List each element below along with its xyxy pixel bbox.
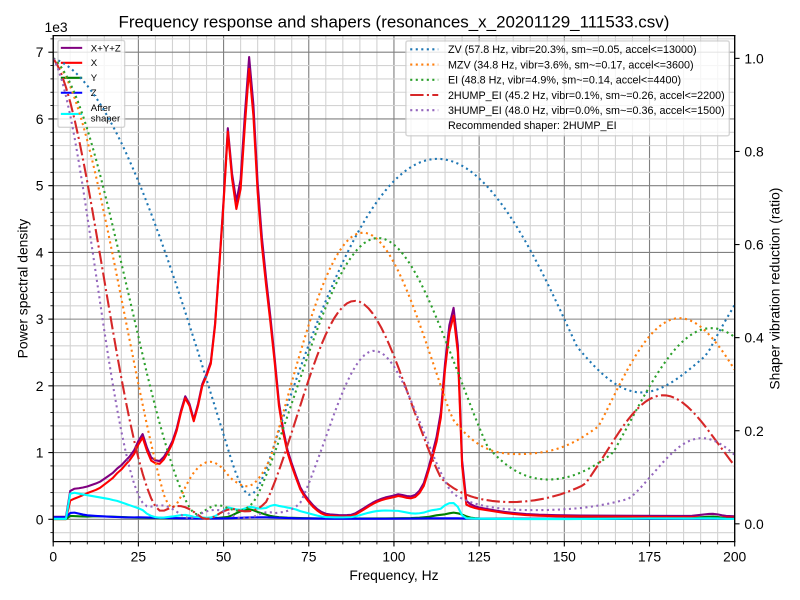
svg-text:2HUMP_EI (45.2 Hz, vibr=0.1%,: 2HUMP_EI (45.2 Hz, vibr=0.1%, sm~=0.26, … [448,90,725,102]
svg-text:1: 1 [36,445,44,461]
svg-text:X+Y+Z: X+Y+Z [91,43,121,54]
svg-text:Frequency, Hz: Frequency, Hz [349,567,438,583]
svg-text:175: 175 [638,548,661,564]
svg-text:Power spectral density: Power spectral density [14,219,30,359]
svg-text:2: 2 [36,378,44,394]
svg-text:Frequency response and shapers: Frequency response and shapers (resonanc… [119,12,670,31]
svg-text:50: 50 [216,548,232,564]
svg-text:5: 5 [36,178,44,194]
svg-text:150: 150 [553,548,576,564]
svg-text:ZV (57.8 Hz, vibr=20.3%, sm~=0: ZV (57.8 Hz, vibr=20.3%, sm~=0.05, accel… [448,44,697,56]
svg-text:Shaper vibration reduction (ra: Shaper vibration reduction (ratio) [766,188,782,390]
svg-text:75: 75 [301,548,317,564]
svg-text:25: 25 [131,548,147,564]
svg-text:6: 6 [36,111,44,127]
svg-text:200: 200 [723,548,746,564]
svg-text:Y: Y [91,73,98,84]
svg-text:4: 4 [36,244,44,260]
svg-text:0: 0 [49,548,57,564]
svg-text:1e3: 1e3 [45,19,68,35]
svg-text:0.0: 0.0 [744,516,764,532]
svg-text:X: X [91,58,98,69]
svg-text:0.2: 0.2 [744,423,764,439]
svg-text:1.0: 1.0 [744,50,764,66]
svg-text:7: 7 [36,44,44,60]
svg-text:0.8: 0.8 [744,143,764,159]
svg-text:Z: Z [91,88,97,99]
svg-text:3HUMP_EI (48.0 Hz, vibr=0.0%,: 3HUMP_EI (48.0 Hz, vibr=0.0%, sm~=0.36, … [448,105,725,117]
svg-text:100: 100 [382,548,405,564]
svg-text:0: 0 [36,511,44,527]
svg-text:Recommended shaper: 2HUMP_EI: Recommended shaper: 2HUMP_EI [448,120,617,132]
svg-text:3: 3 [36,311,44,327]
svg-text:MZV (34.8 Hz, vibr=3.6%, sm~=0: MZV (34.8 Hz, vibr=3.6%, sm~=0.17, accel… [448,59,694,71]
svg-text:shaper: shaper [91,113,121,124]
svg-text:0.6: 0.6 [744,237,764,253]
svg-text:After: After [91,103,112,114]
svg-text:EI (48.8 Hz, vibr=4.9%, sm~=0.: EI (48.8 Hz, vibr=4.9%, sm~=0.14, accel<… [448,75,681,87]
svg-text:125: 125 [468,548,491,564]
svg-text:0.4: 0.4 [744,330,764,346]
